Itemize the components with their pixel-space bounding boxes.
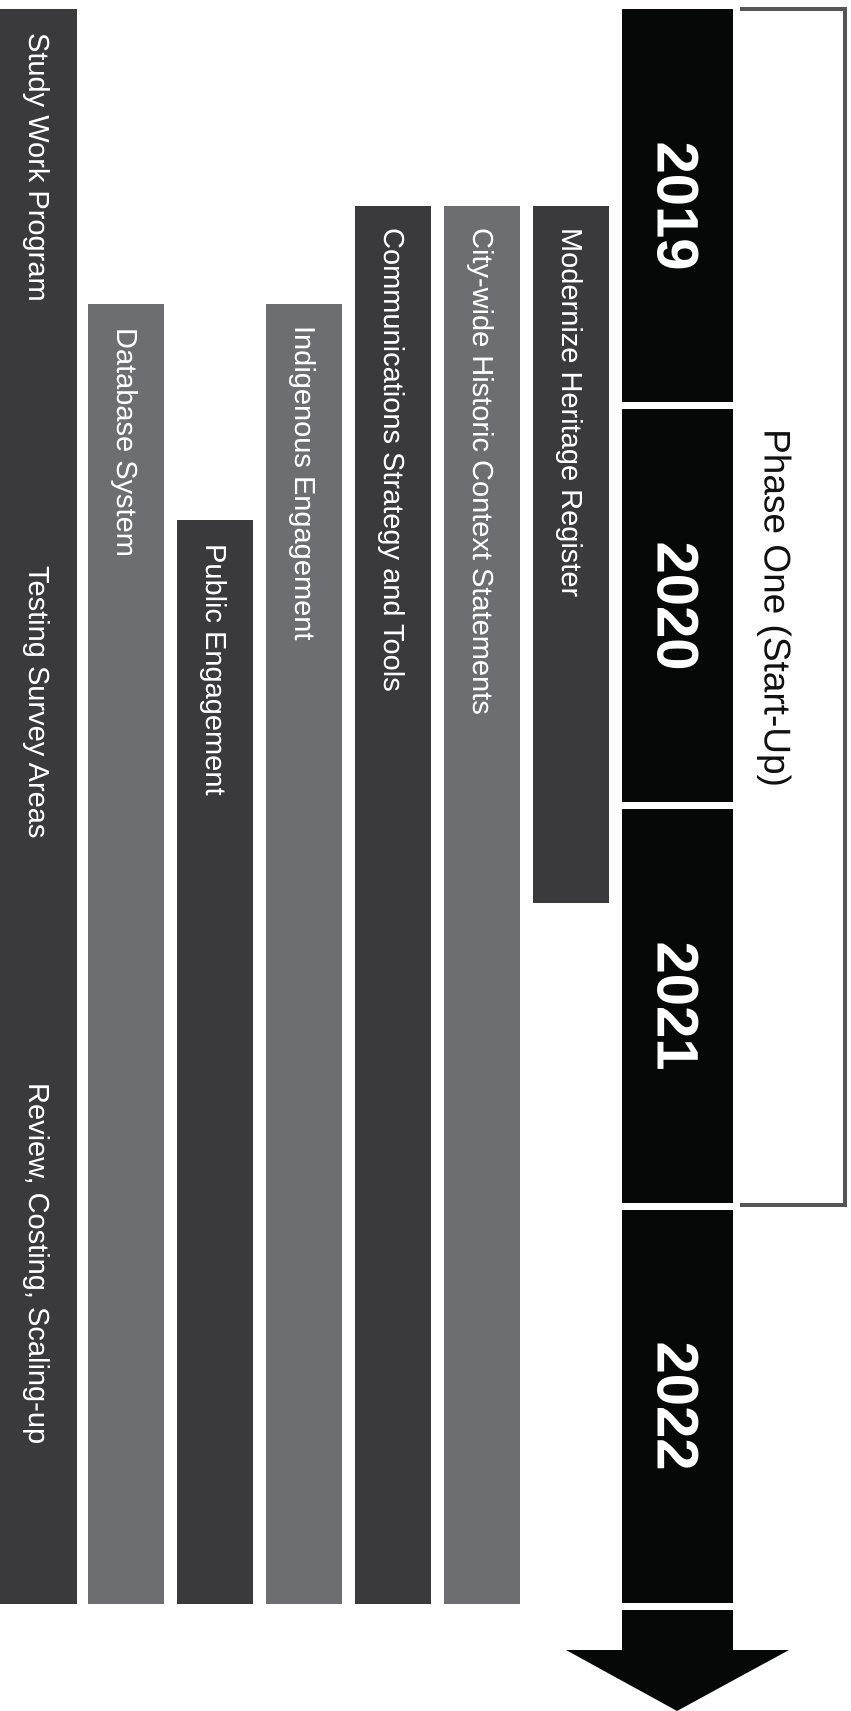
timeline-arrow-shaft bbox=[622, 1610, 733, 1650]
task-label-modernize-heritage-register: Modernize Heritage Register bbox=[555, 228, 587, 597]
year-label-2022: 2022 bbox=[645, 1341, 710, 1470]
year-label-2021: 2021 bbox=[645, 941, 710, 1070]
year-label-2020: 2020 bbox=[645, 541, 710, 670]
study-segment-label-work-program: Study Work Program bbox=[22, 33, 54, 302]
study-segment-label-review-costing: Review, Costing, Scaling-up bbox=[22, 1083, 54, 1444]
timeline-arrow-head bbox=[566, 1650, 789, 1711]
task-bar-historic-context-statements bbox=[444, 206, 520, 1604]
timeline-year-block-2020 bbox=[622, 409, 733, 802]
task-label-communications-strategy: Communications Strategy and Tools bbox=[377, 228, 409, 692]
timeline-year-block-2021 bbox=[622, 809, 733, 1203]
timeline-year-block-2019 bbox=[622, 9, 733, 402]
task-bar-study-work-program bbox=[0, 9, 77, 1604]
task-bar-modernize-heritage-register bbox=[533, 206, 609, 903]
timeline-year-block-2022 bbox=[622, 1210, 733, 1603]
task-label-database-system: Database System bbox=[110, 328, 142, 557]
task-bar-indigenous-engagement bbox=[266, 304, 342, 1604]
year-label-2019: 2019 bbox=[645, 141, 710, 270]
phase-bracket bbox=[740, 7, 847, 1207]
task-bar-communications-strategy bbox=[355, 206, 431, 1604]
task-label-indigenous-engagement: Indigenous Engagement bbox=[288, 326, 320, 640]
task-label-historic-context-statements: City-wide Historic Context Statements bbox=[466, 228, 498, 715]
task-label-public-engagement: Public Engagement bbox=[199, 544, 231, 796]
task-bar-database-system bbox=[88, 304, 164, 1604]
task-bar-public-engagement bbox=[177, 520, 253, 1604]
phase-label: Phase One (Start-Up) bbox=[757, 429, 798, 787]
study-segment-label-testing-survey-areas: Testing Survey Areas bbox=[22, 566, 54, 838]
